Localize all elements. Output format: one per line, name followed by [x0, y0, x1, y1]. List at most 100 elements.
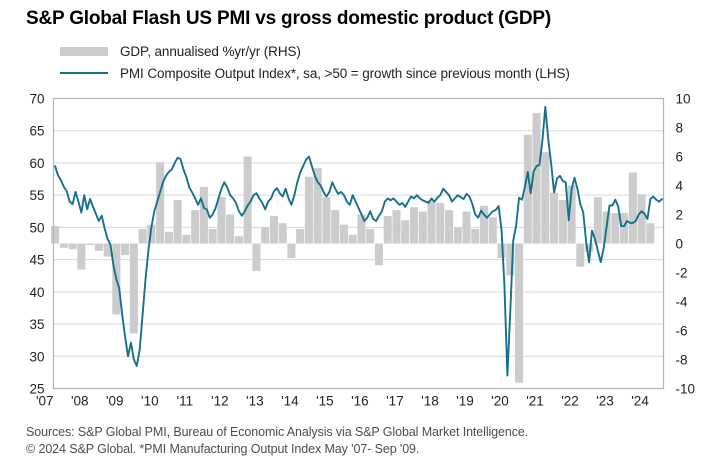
- gdp-bar: [620, 213, 629, 244]
- right-axis-tick-label: 0: [676, 237, 684, 252]
- x-axis-tick-label: '07: [36, 394, 54, 409]
- gdp-bar: [541, 152, 550, 244]
- gdp-bar: [226, 214, 235, 244]
- right-axis-labels: -10 -8 -6 -4 -2 0 2 4 6 8 10: [676, 92, 696, 397]
- left-axis-tick-label: 70: [29, 92, 44, 107]
- gdp-bar: [278, 223, 287, 244]
- x-axis-tick-label: '19: [456, 394, 474, 409]
- gdp-bar-swatch-icon: [60, 46, 108, 56]
- x-axis-tick-label: '14: [281, 394, 299, 409]
- gdp-bar: [313, 168, 322, 244]
- gdp-bar: [86, 243, 95, 245]
- x-axis-tick-label: '15: [316, 394, 334, 409]
- gdp-bar: [331, 210, 340, 244]
- gdp-bar: [173, 200, 182, 244]
- chart-footer: Sources: S&P Global PMI, Bureau of Econo…: [26, 424, 528, 458]
- gdp-bar: [234, 236, 243, 244]
- gdp-bar: [637, 194, 646, 244]
- legend-marker-wrap: [60, 46, 120, 56]
- left-axis-tick-label: 30: [29, 349, 44, 364]
- gdp-bar: [523, 134, 532, 244]
- gdp-bar: [147, 224, 156, 244]
- gdp-bar: [611, 213, 620, 244]
- page-title: S&P Global Flash US PMI vs gross domesti…: [26, 8, 551, 29]
- gdp-bar: [129, 243, 138, 334]
- gdp-bar: [576, 243, 585, 267]
- gdp-bar: [339, 224, 348, 244]
- gdp-bar: [558, 200, 567, 244]
- gdp-bar: [199, 186, 208, 244]
- right-axis-tick-label: -4: [676, 295, 688, 310]
- gdp-bar: [480, 205, 489, 244]
- right-axis-tick-label: -10: [676, 382, 696, 397]
- gdp-bar: [182, 234, 191, 244]
- left-axis-tick-label: 55: [29, 188, 44, 203]
- right-axis-tick-label: -8: [676, 353, 688, 368]
- gdp-bar: [488, 217, 497, 244]
- gdp-bar: [77, 243, 86, 270]
- x-axis-tick-label: '11: [177, 394, 194, 409]
- right-axis-tick-label: 8: [676, 121, 684, 136]
- gdp-bar: [304, 176, 313, 244]
- left-axis-tick-label: 65: [29, 124, 44, 139]
- gdp-bar: [392, 210, 401, 244]
- right-axis-tick-label: 4: [676, 179, 684, 194]
- gdp-bar: [585, 243, 594, 253]
- gdp-bar: [191, 210, 200, 244]
- pmi-line: [54, 105, 663, 377]
- x-axis-tick-label: '22: [561, 394, 579, 409]
- gdp-bar: [383, 215, 392, 244]
- gdp-bar: [138, 229, 147, 244]
- x-axis-tick-label: '23: [596, 394, 614, 409]
- plot-border: [52, 97, 665, 390]
- x-axis-tick-label: '18: [421, 394, 439, 409]
- gdp-bar: [532, 113, 541, 244]
- legend-label-gdp: GDP, annualised %yr/yr (RHS): [120, 43, 301, 59]
- left-axis-tick-label: 45: [29, 253, 44, 268]
- gdp-bar: [462, 211, 471, 244]
- chart-legend: GDP, annualised %yr/yr (RHS) PMI Composi…: [60, 40, 680, 84]
- gdp-bar: [497, 243, 506, 258]
- gdp-bar: [51, 226, 60, 244]
- gdp-bar: [357, 214, 366, 244]
- gdp-bar: [156, 162, 165, 244]
- left-axis-tick-label: 50: [29, 220, 44, 235]
- x-axis-tick-label: '21: [526, 394, 544, 409]
- gdp-bar: [628, 172, 637, 244]
- right-axis-tick-label: -2: [676, 266, 688, 281]
- gdp-bar: [243, 156, 252, 244]
- x-axis-tick-label: '13: [246, 394, 264, 409]
- legend-item-gdp: GDP, annualised %yr/yr (RHS): [60, 40, 680, 62]
- gdp-bars: [51, 113, 655, 383]
- legend-item-pmi: PMI Composite Output Index*, sa, >50 = g…: [60, 62, 680, 84]
- x-axis-tick-label: '16: [351, 394, 369, 409]
- footer-sources: Sources: S&P Global PMI, Bureau of Econo…: [26, 425, 529, 439]
- gdp-bar: [427, 200, 436, 244]
- gdp-bar: [593, 197, 602, 244]
- footer-copyright: © 2024 S&P Global. *PMI Manufacturing Ou…: [26, 442, 420, 456]
- gdp-bar: [287, 243, 296, 258]
- gdp-bar: [453, 227, 462, 244]
- x-axis-tick-label: '20: [491, 394, 509, 409]
- plot-background: [53, 98, 664, 389]
- right-axis-tick-label: -6: [676, 324, 688, 339]
- gdp-bar: [646, 223, 655, 244]
- x-axis-tick-label: '12: [211, 394, 229, 409]
- gdp-bar: [444, 210, 454, 244]
- x-axis-tick-label: '10: [141, 394, 159, 409]
- legend-marker-wrap: [60, 72, 120, 74]
- gdp-bar: [59, 243, 68, 248]
- gdp-bar: [269, 215, 278, 244]
- gdp-bar: [348, 234, 357, 244]
- gdp-bar: [252, 243, 261, 272]
- gdp-bar: [164, 231, 173, 244]
- gdp-bar: [296, 229, 305, 244]
- left-axis-tick-label: 60: [29, 156, 44, 171]
- gdp-bar: [409, 207, 419, 244]
- left-axis-tick-label: 40: [29, 285, 44, 300]
- gdp-bar: [366, 229, 375, 244]
- gdp-bar: [436, 202, 445, 244]
- gdp-bar: [121, 243, 130, 256]
- gdp-bar: [94, 243, 103, 251]
